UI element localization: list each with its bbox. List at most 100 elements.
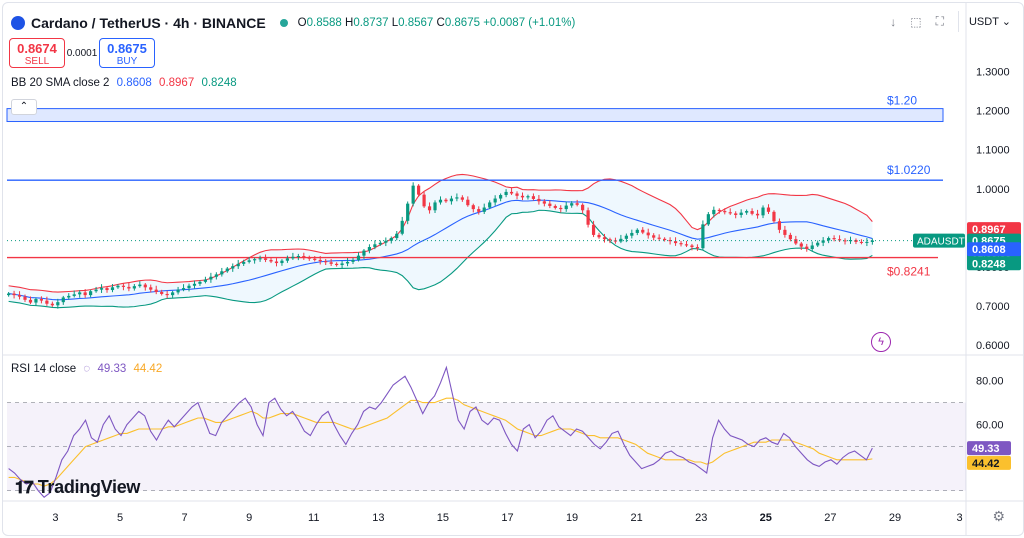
rsi-band: [7, 402, 966, 491]
candle-body: [788, 234, 792, 240]
candle-body: [509, 191, 514, 194]
candle-body: [50, 303, 54, 306]
candle-body: [805, 246, 809, 249]
candle-body: [406, 203, 410, 221]
snapshot-icon[interactable]: ⬚: [910, 14, 922, 29]
candle-body: [181, 288, 186, 290]
rsi-tick-label: 80.00: [976, 376, 1004, 388]
time-tick-label: 25: [760, 512, 772, 524]
candle-body: [389, 238, 393, 241]
candle-body: [548, 203, 552, 206]
candle-body: [766, 207, 771, 212]
bb-basis-value: 0.8608: [116, 77, 152, 89]
candle-body: [231, 266, 235, 269]
time-tick-label: 17: [501, 512, 513, 524]
candle-body: [488, 202, 492, 208]
candle-body: [745, 211, 749, 213]
candle-body: [657, 237, 661, 239]
candle-body: [263, 258, 268, 260]
candle-body: [143, 284, 147, 288]
candle-body: [837, 239, 842, 241]
candle-body: [362, 250, 366, 256]
candle-body: [602, 237, 607, 240]
candle-body: [504, 191, 508, 196]
download-icon[interactable]: ↓: [890, 14, 897, 29]
candle-body: [165, 293, 169, 296]
candle-body: [154, 289, 158, 292]
candle-body: [466, 199, 470, 206]
time-tick-label: 21: [631, 512, 643, 524]
candle-body: [307, 257, 311, 259]
candle-body: [220, 271, 224, 275]
bb-basis-line: [8, 199, 873, 301]
ohlc-values: O0.8588 H0.8737 L0.8567 C0.8675 +0.0087 …: [297, 17, 576, 29]
price-tick-label: 1.3000: [976, 66, 1010, 78]
candle-body: [324, 261, 328, 263]
candle-body: [356, 255, 361, 260]
candle-body: [225, 268, 229, 272]
candle-body: [870, 240, 874, 242]
candle-body: [635, 229, 639, 233]
sell-button[interactable]: 0.8674 SELL: [9, 38, 65, 68]
candle-body: [608, 239, 612, 241]
candle-body: [253, 259, 257, 261]
fullscreen-icon[interactable]: ⛶: [935, 14, 944, 28]
settings-gear-icon[interactable]: ⚙: [992, 508, 1005, 524]
candle-body: [17, 295, 22, 297]
candle-body: [542, 201, 546, 204]
candle-body: [695, 247, 700, 249]
candle-body: [242, 261, 246, 264]
candle-body: [701, 224, 705, 249]
candle-body: [160, 292, 164, 294]
candle-body: [367, 247, 372, 251]
rsi-badge-text: 49.33: [972, 443, 1000, 455]
candle-body: [794, 239, 798, 244]
candle-body: [39, 299, 44, 301]
currency-select[interactable]: USDT ⌄: [957, 11, 1017, 32]
level-label: $1.0220: [887, 163, 931, 177]
candle-body: [56, 302, 60, 306]
bb-fill: [8, 174, 873, 308]
candle-body: [318, 259, 322, 262]
candle-body: [269, 259, 273, 262]
candle-body: [373, 244, 377, 248]
alert-bolt-icon[interactable]: ϟ: [871, 332, 891, 352]
candle-body: [176, 289, 180, 293]
candle-body: [313, 258, 317, 260]
rsi-tick-label: 60.00: [976, 420, 1004, 432]
buy-button[interactable]: 0.8675 BUY: [99, 38, 155, 68]
candle-body: [668, 239, 672, 242]
time-tick-label: 19: [566, 512, 578, 524]
candle-body: [761, 207, 765, 216]
bb-upper-badge-text: 0.8967: [972, 224, 1006, 236]
candle-body: [799, 243, 803, 247]
candle-body: [285, 258, 290, 261]
candle-body: [274, 261, 279, 264]
collapse-icon[interactable]: ⌃: [11, 99, 37, 115]
candle-body: [564, 205, 568, 210]
candle-body: [427, 206, 432, 211]
rsi-ma-line: [8, 397, 873, 487]
price-tick-label: 1.0000: [976, 184, 1010, 196]
candle-body: [597, 234, 601, 238]
candle-body: [384, 240, 388, 243]
candle-body: [712, 209, 716, 215]
candle-body: [438, 199, 443, 203]
candle-body: [663, 238, 667, 240]
candle-body: [335, 263, 339, 266]
candle-body: [728, 212, 732, 214]
candle-body: [482, 207, 486, 212]
chart-canvas[interactable]: 1.30001.20001.10001.00000.90000.80000.70…: [3, 3, 1023, 535]
candle-body: [477, 209, 481, 212]
bb-legend[interactable]: BB 20 SMA close 2 0.8608 0.8967 0.8248: [11, 77, 237, 89]
symbol-header: Cardano / TetherUS · 4h · BINANCE O0.858…: [11, 15, 575, 31]
symbol-title[interactable]: Cardano / TetherUS · 4h · BINANCE: [31, 15, 266, 31]
candle-body: [652, 235, 656, 238]
open-value: 0.8588: [306, 17, 342, 29]
rsi-legend[interactable]: RSI 14 close ◌ 49.33 44.42: [11, 363, 163, 375]
candle-body: [684, 244, 689, 246]
bb-basis-badge-text: 0.8608: [972, 244, 1006, 256]
price-tick-label: 0.6000: [976, 340, 1010, 352]
candle-body: [455, 197, 459, 199]
